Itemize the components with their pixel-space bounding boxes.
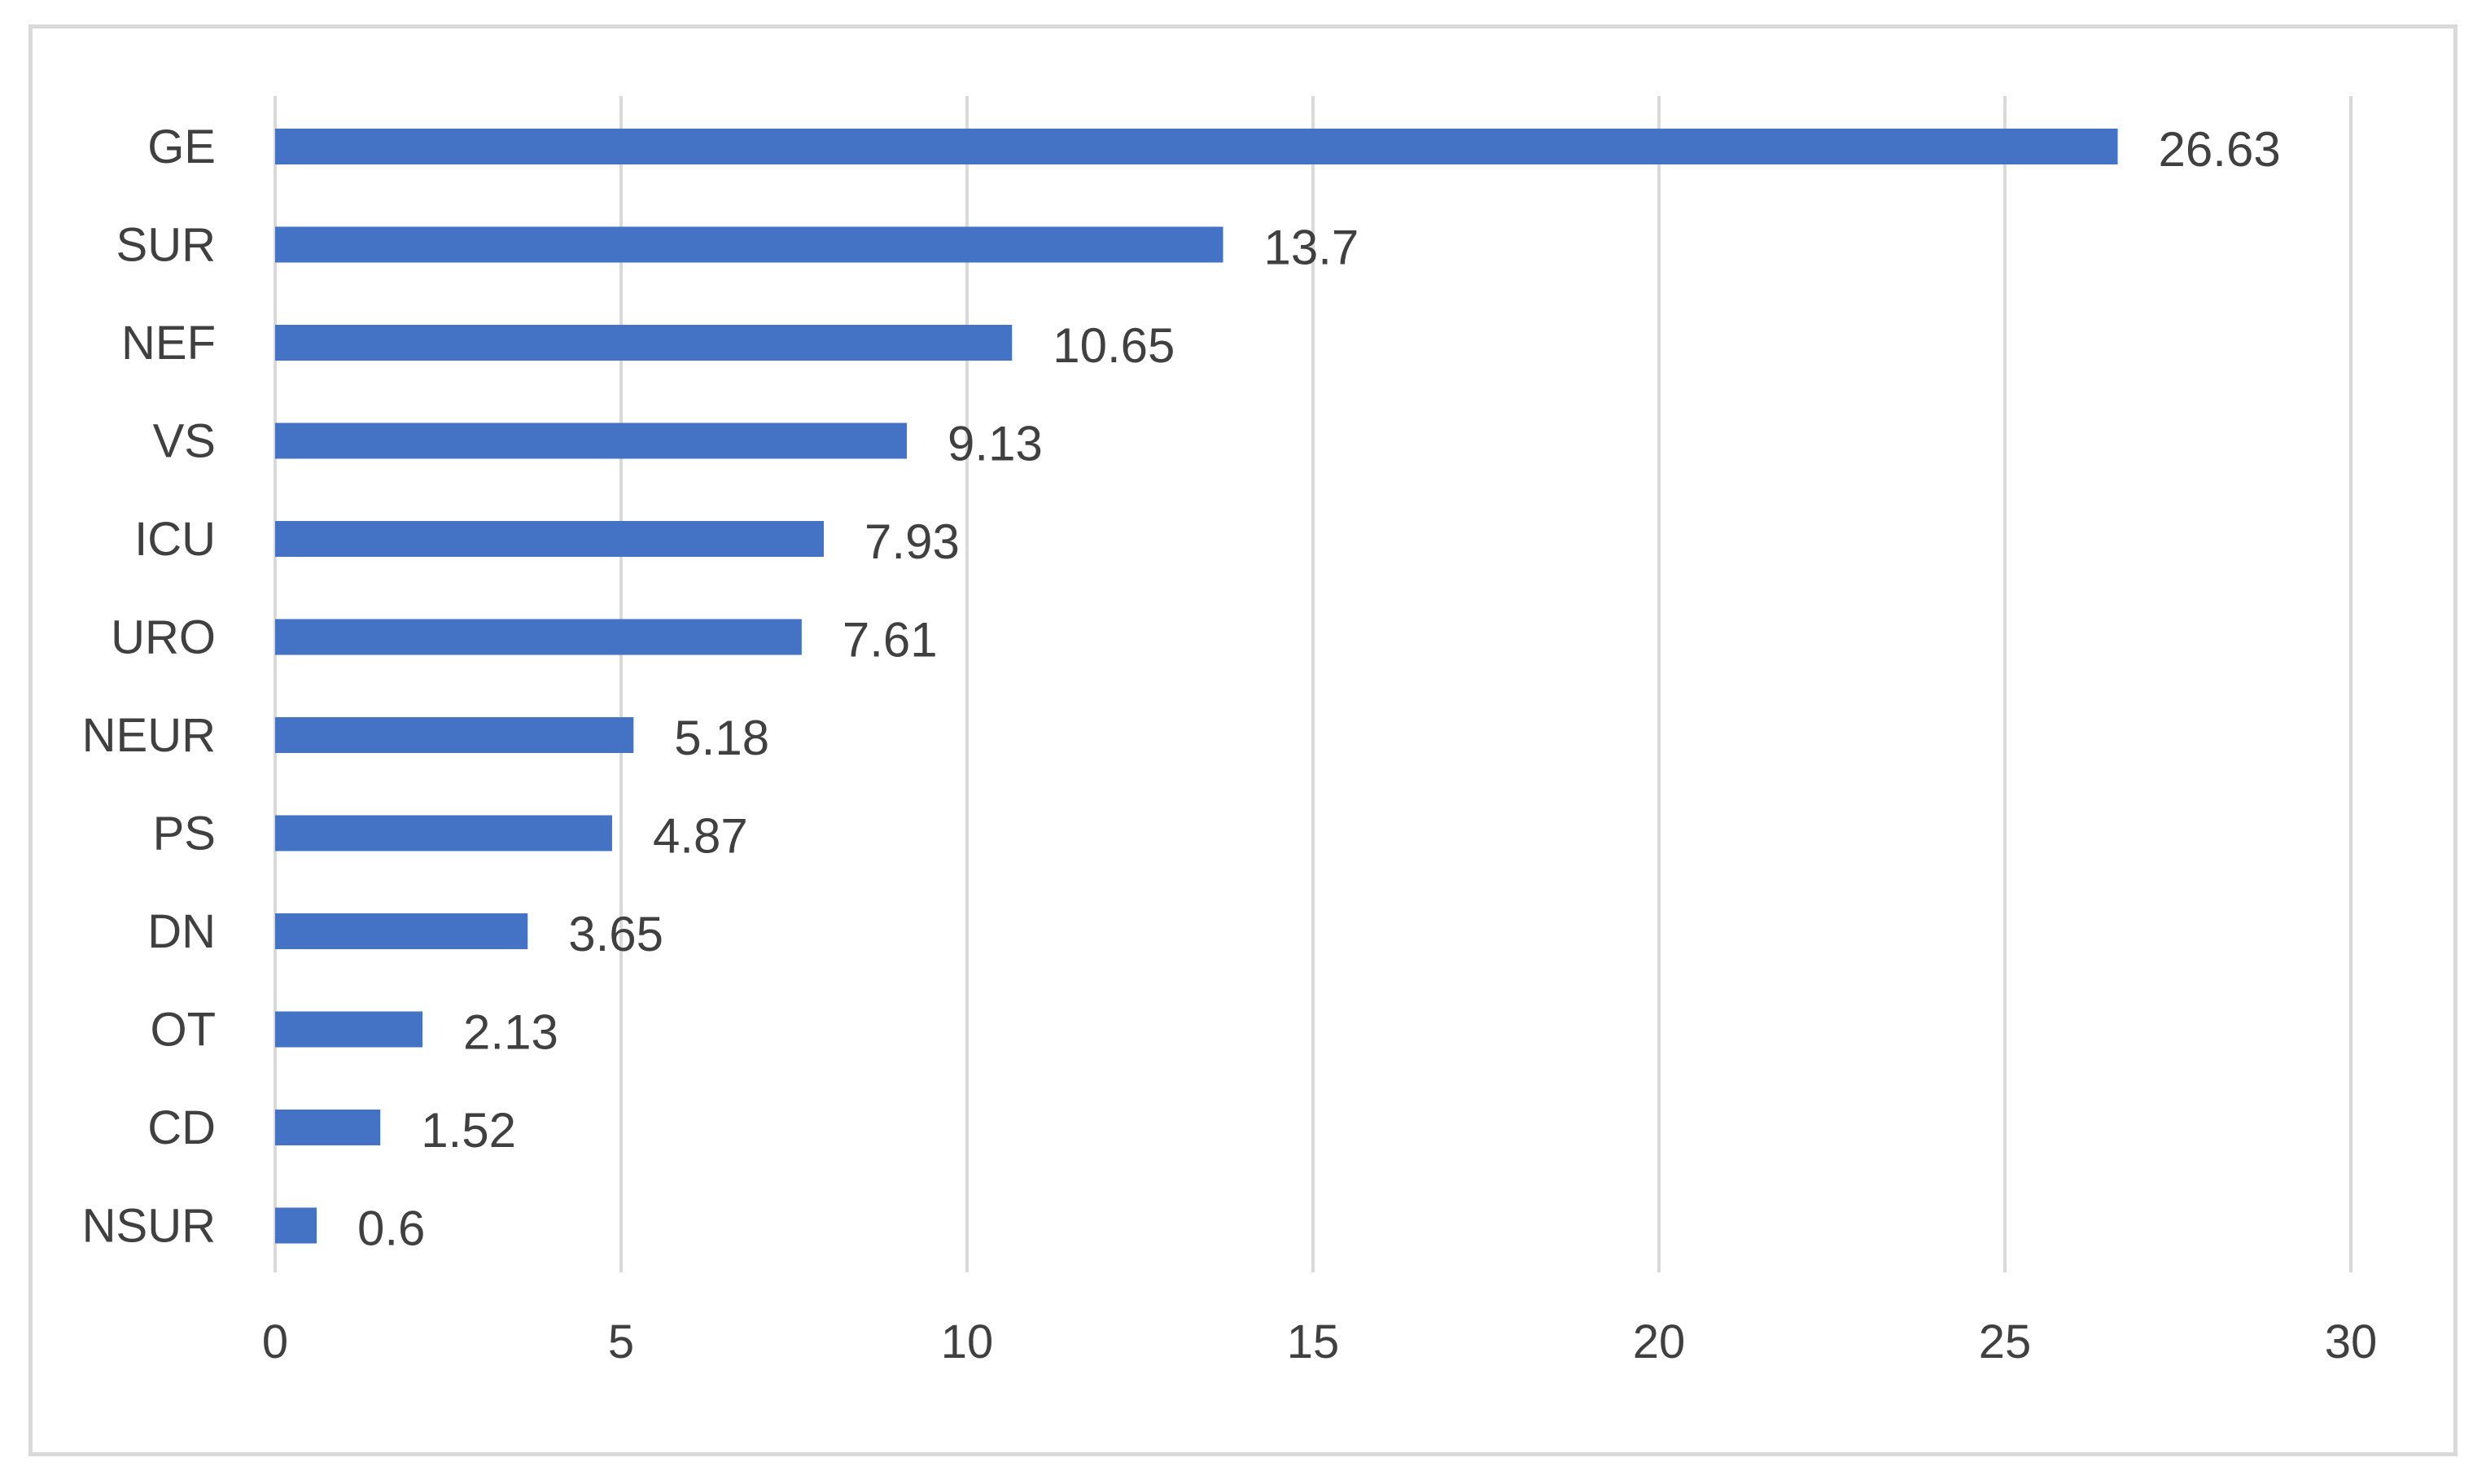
category-label: URO [111, 611, 216, 664]
bar-ps [275, 815, 612, 851]
x-axis-tick-labels: 0 5 10 15 20 25 30 [262, 1315, 2377, 1368]
category-label: GE [147, 120, 216, 173]
bar-ge [275, 129, 2118, 164]
bar-neur [275, 717, 634, 753]
category-label: OT [150, 1004, 216, 1057]
data-label: 5.18 [674, 711, 769, 765]
x-tick-label: 10 [941, 1315, 994, 1368]
x-tick-label: 20 [1633, 1315, 1686, 1368]
bar-sur [275, 226, 1223, 263]
category-label: ICU [134, 513, 216, 566]
category-label: SUR [116, 219, 216, 272]
category-labels: GE SUR NEF VS ICU URO NEUR PS DN OT CD NSUR [82, 120, 216, 1253]
data-labels: 26.63 13.7 10.659.13 7.93 7.61 5.18 4.87 3.652.… [357, 122, 2281, 1256]
bar-ot [275, 1011, 423, 1048]
bar-vs [275, 422, 908, 459]
category-label: PS [153, 808, 216, 860]
data-label: 7.61 [843, 613, 938, 668]
bar-dn [275, 913, 528, 949]
data-label: 26.63 [2159, 122, 2281, 177]
x-tick-label: 30 [2325, 1315, 2378, 1368]
bar-nef [275, 325, 1013, 361]
category-label: VS [153, 415, 216, 468]
category-label: NSUR [82, 1200, 216, 1253]
bar-uro [275, 619, 802, 655]
data-label: 1.52 [421, 1103, 516, 1158]
data-label: 13.7 [1264, 221, 1359, 275]
x-tick-label: 0 [262, 1315, 288, 1368]
data-label: 10.65 [1053, 318, 1175, 373]
x-tick-label: 5 [608, 1315, 634, 1368]
category-label: DN [147, 905, 216, 958]
bar-icu [275, 521, 825, 557]
data-label: 0.6 [357, 1202, 425, 1256]
data-label: 9.13 [948, 417, 1043, 471]
x-tick-label: 25 [1979, 1315, 2032, 1368]
bar-nsur [275, 1207, 317, 1244]
bars [275, 129, 2118, 1244]
data-label: 4.87 [653, 809, 748, 864]
gridlines [274, 96, 2353, 1272]
x-tick-label: 15 [1287, 1315, 1340, 1368]
category-label: NEUR [82, 709, 216, 762]
category-label: NEF [121, 317, 216, 370]
bar-cd [275, 1110, 381, 1145]
data-label: 7.93 [864, 514, 960, 569]
category-label: CD [147, 1101, 216, 1154]
data-label: 3.65 [568, 907, 663, 961]
data-label: 2.13 [463, 1005, 558, 1060]
